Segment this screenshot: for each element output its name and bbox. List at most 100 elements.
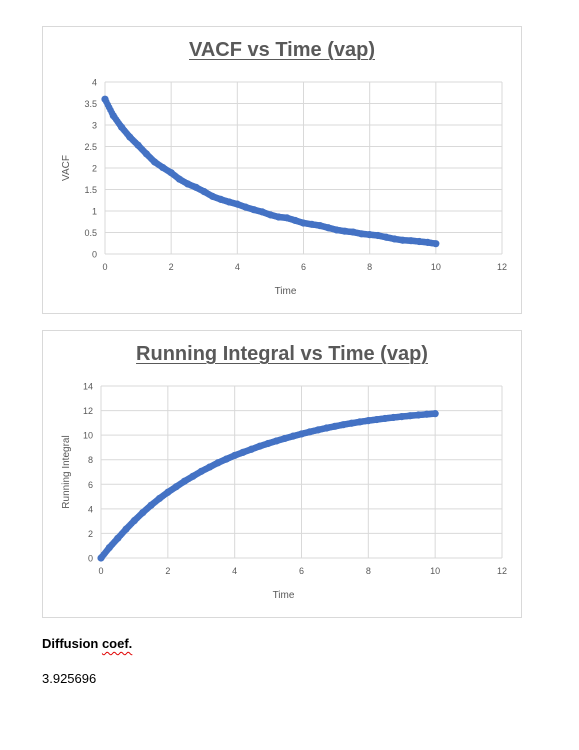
x-tick-label: 0 <box>102 262 107 272</box>
data-point <box>406 412 414 420</box>
data-point <box>398 412 406 421</box>
data-point <box>349 228 357 236</box>
data-point <box>172 483 180 491</box>
data-point <box>314 426 322 434</box>
data-point <box>264 439 272 448</box>
data-point <box>382 233 390 241</box>
x-tick-label: 12 <box>497 262 507 272</box>
data-point <box>247 445 255 453</box>
data-point <box>139 508 147 517</box>
data-point <box>192 183 200 191</box>
y-tick-label: 3 <box>92 121 97 131</box>
diffusion-label-squiggle: coef. <box>101 636 133 651</box>
data-point <box>217 195 225 203</box>
data-point <box>341 227 349 235</box>
y-tick-label: 1 <box>92 207 97 217</box>
x-tick-label: 10 <box>431 262 441 272</box>
diffusion-coef-label: Diffusion coef. <box>42 636 132 651</box>
data-point <box>291 216 299 225</box>
y-tick-label: 12 <box>83 406 93 416</box>
running-integral-chart-plot: 0 2 4 6 8 10 12 14 0 2 4 6 8 10 12 Time Running Integral <box>61 382 507 602</box>
data-point <box>308 220 316 228</box>
vacf-chart: VACF vs Time (vap) 0 0.5 1 1.5 2 2.5 3 3.5 4 0 2 4 6… <box>42 26 522 314</box>
data-point <box>130 516 139 525</box>
y-tick-label: 0 <box>88 554 93 564</box>
x-tick-label: 2 <box>169 262 174 272</box>
x-axis-title: Time <box>275 286 297 297</box>
data-point <box>258 208 266 216</box>
data-point <box>423 238 432 246</box>
data-point <box>225 198 233 206</box>
data-point <box>331 422 339 430</box>
data-point <box>105 543 113 552</box>
data-point <box>364 417 372 425</box>
data-point <box>214 459 222 467</box>
data-point <box>189 472 197 480</box>
x-tick-label: 0 <box>98 566 103 576</box>
data-point <box>164 488 172 496</box>
data-point <box>239 448 247 456</box>
data-point <box>151 158 159 166</box>
x-tick-label: 6 <box>299 566 304 576</box>
data-point <box>200 188 208 196</box>
series-vacf-points <box>101 95 440 248</box>
data-point <box>272 437 281 445</box>
y-tick-label: 14 <box>83 382 93 392</box>
data-point <box>373 415 381 424</box>
x-tick-label: 4 <box>235 262 240 272</box>
y-tick-label: 6 <box>88 480 93 490</box>
data-point <box>316 222 324 230</box>
y-axis-title: Running Integral <box>61 435 72 508</box>
chart-title: VACF vs Time (vap) <box>189 39 375 61</box>
data-point <box>299 219 308 227</box>
data-point <box>306 428 314 436</box>
data-point <box>414 411 423 419</box>
data-point <box>389 413 397 422</box>
data-point <box>222 455 230 463</box>
data-point <box>242 203 250 211</box>
data-point <box>250 206 258 214</box>
data-point <box>233 200 241 208</box>
chart-title: Running Integral vs Time (vap) <box>136 343 428 365</box>
data-point <box>126 133 134 141</box>
vacf-chart-plot: 0 0.5 1 1.5 2 2.5 3 3.5 4 0 2 4 6 8 10 12 Time VACF <box>61 78 507 298</box>
y-tick-label: 2.5 <box>84 142 97 152</box>
y-tick-label: 4 <box>92 78 97 88</box>
y-axis-title: VACF <box>61 155 72 181</box>
diffusion-coef-value: 3.925696 <box>42 671 97 686</box>
data-point <box>324 224 332 232</box>
y-tick-label: 2 <box>92 164 97 174</box>
x-tick-label: 12 <box>497 566 507 576</box>
data-point <box>348 419 356 427</box>
data-point <box>357 230 365 238</box>
data-point <box>390 235 399 243</box>
data-point <box>399 236 407 244</box>
data-point <box>322 424 331 432</box>
data-point <box>431 410 439 418</box>
data-point <box>142 150 150 158</box>
data-point <box>432 240 440 248</box>
data-point <box>423 410 431 418</box>
data-point <box>256 442 264 450</box>
data-point <box>283 214 291 222</box>
data-point <box>231 451 239 460</box>
diffusion-label-main: Diffusion <box>42 636 102 651</box>
x-tick-label: 10 <box>430 566 440 576</box>
data-point <box>206 463 214 471</box>
data-point <box>109 111 117 120</box>
y-tick-label: 1.5 <box>84 185 97 195</box>
data-point <box>167 169 175 177</box>
x-tick-label: 2 <box>165 566 170 576</box>
data-point <box>266 211 275 219</box>
data-point <box>101 95 109 103</box>
data-point <box>366 231 374 239</box>
data-point <box>122 525 130 533</box>
gridlines <box>104 81 503 255</box>
data-point <box>159 163 167 172</box>
y-tick-label: 10 <box>83 431 93 441</box>
data-point <box>281 434 289 443</box>
data-point <box>97 554 105 562</box>
data-point <box>155 494 164 503</box>
data-point <box>275 213 283 221</box>
data-point <box>289 432 297 440</box>
